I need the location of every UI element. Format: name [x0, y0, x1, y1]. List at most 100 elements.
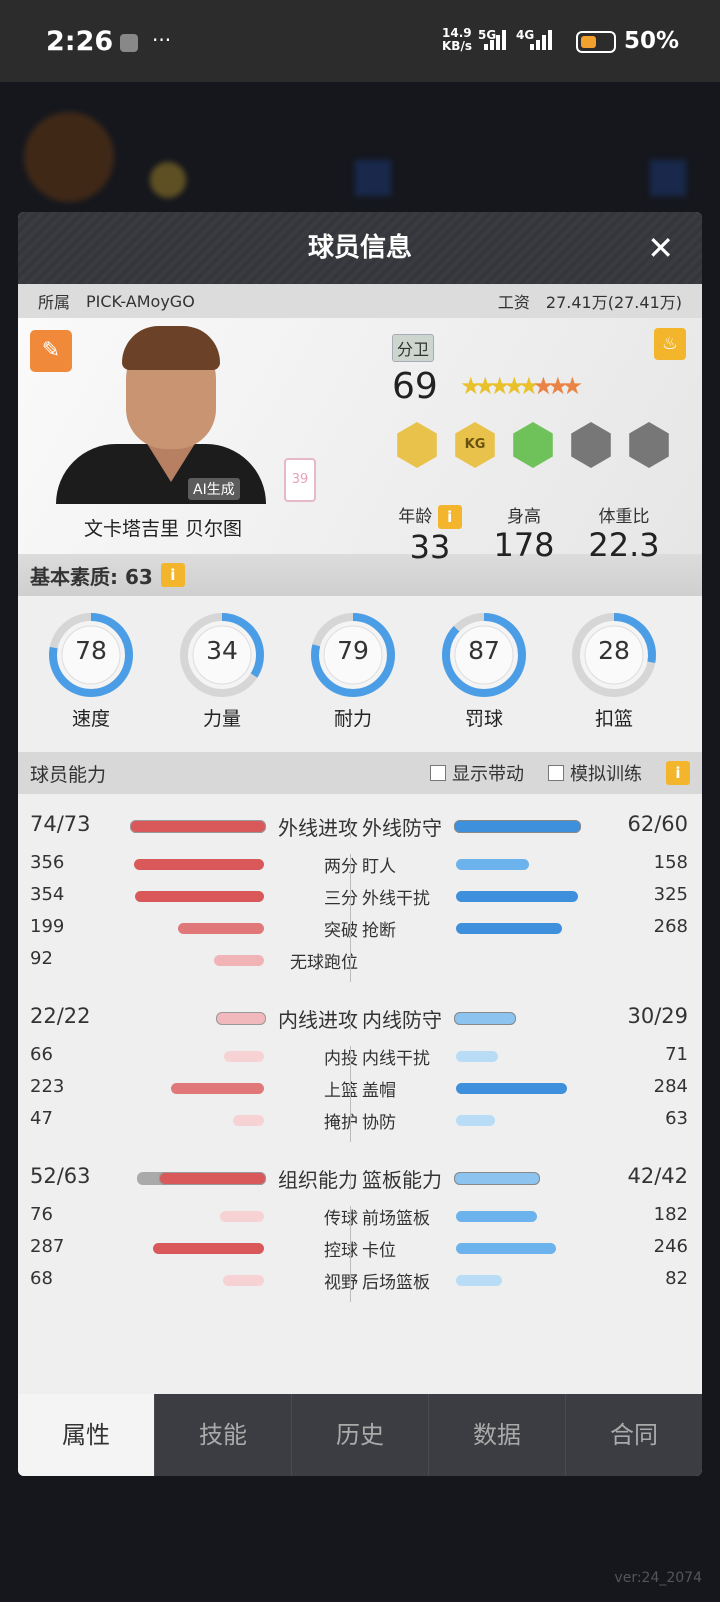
stat-value: 76	[30, 1204, 53, 1225]
sim-training-checkbox[interactable]: 模拟训练	[548, 760, 642, 786]
team-name: PICK-AMoyGO	[86, 291, 195, 311]
basic-quality-label: 基本素质: 63	[30, 564, 153, 589]
show-bonus-checkbox[interactable]: 显示带动	[430, 760, 524, 786]
main-label: 外线进攻	[278, 816, 358, 840]
stat-bar	[232, 1115, 264, 1126]
stat-label: 内线干扰	[362, 1049, 430, 1069]
star-icon: ★	[489, 372, 510, 400]
tab-0[interactable]: 属性	[18, 1394, 154, 1476]
fire-icon: ♨	[661, 333, 679, 354]
column-divider	[350, 854, 351, 982]
muscle-badge-icon[interactable]	[513, 422, 553, 468]
stat-gauge-2: 79 耐力	[308, 610, 398, 731]
stat-value: 287	[30, 1236, 65, 1257]
stat-label: 前场篮板	[362, 1209, 430, 1229]
stat-value: 82	[665, 1268, 688, 1289]
stat-value: 356	[30, 852, 65, 873]
status-bar: 2:26 ··· 14.9 KB/s 5G 4G 50%	[0, 0, 720, 82]
empty-badge-icon[interactable]	[571, 422, 611, 468]
gauge-label: 扣篮	[594, 708, 633, 730]
silhouette-badge-icon[interactable]	[397, 422, 437, 468]
ability-label: 球员能力	[30, 763, 107, 786]
stat-value: 246	[653, 1236, 688, 1257]
edit-player-button[interactable]: ✎	[30, 330, 72, 372]
ability-main-row: 52/63 组织能力 篮板能力 42/42	[18, 1156, 702, 1200]
dialog-header: 球员信息 ✕	[18, 212, 702, 284]
ability-row: 66 内投 内线干扰 71	[18, 1040, 702, 1072]
empty-badge-icon[interactable]	[629, 422, 669, 468]
tab-1[interactable]: 技能	[154, 1394, 291, 1476]
stat-label: 盯人	[362, 857, 396, 877]
position-badge: 分卫	[392, 334, 435, 362]
close-button[interactable]: ✕	[647, 229, 674, 267]
ability-row: 47 掩护 协防 63	[18, 1104, 702, 1136]
ability-group: 22/22 内线进攻 内线防守 30/29 66 内投 内线干扰 71 223 上篮 盖帽 284 47…	[18, 996, 702, 1142]
signal-4g-icon	[530, 30, 552, 50]
player-name: 文卡塔吉里 贝尔图	[83, 518, 243, 540]
kg-badge-icon[interactable]: KG	[455, 422, 495, 468]
main-value: 30/29	[627, 1004, 688, 1028]
stat-value: 325	[653, 884, 688, 905]
height-stat: 身高 178	[484, 502, 564, 563]
show-bonus-label: 显示带动	[452, 764, 524, 785]
tab-4[interactable]: 合同	[565, 1394, 702, 1476]
stat-label: 外线干扰	[362, 889, 430, 909]
badge-list: KG	[394, 422, 672, 468]
main-label: 内线防守	[362, 1008, 442, 1032]
ability-header: 球员能力 显示带动 模拟训练 i	[18, 752, 702, 794]
ability-info-button[interactable]: i	[666, 761, 690, 785]
stat-value: 63	[665, 1108, 688, 1129]
gauge-label: 罚球	[464, 708, 503, 730]
checkbox-icon	[548, 765, 564, 781]
ability-main-row: 74/73 外线进攻 外线防守 62/60	[18, 804, 702, 848]
signal-5g-icon	[484, 30, 506, 50]
gauge-ring	[49, 613, 133, 697]
stat-value: 223	[30, 1076, 65, 1097]
sim-training-label: 模拟训练	[570, 764, 642, 785]
star-icon: ★	[503, 372, 525, 400]
stat-value: 66	[30, 1044, 53, 1065]
stat-bar	[456, 1243, 556, 1254]
gauge-ring	[311, 613, 395, 697]
signal-5g-label: 5G	[478, 28, 497, 42]
stat-value: 199	[30, 916, 65, 937]
tab-bar: 属性 技能 历史 数据 合同	[18, 1394, 702, 1476]
star-rating: ★★★★★★★★	[460, 372, 583, 400]
stat-label: 上篮	[324, 1081, 358, 1101]
speed-unit: KB/s	[442, 39, 472, 53]
gauge-value: 78	[75, 636, 107, 665]
age-value: 33	[409, 528, 451, 566]
star-icon: ★	[561, 372, 583, 400]
main-label: 篮板能力	[362, 1168, 442, 1192]
main-value: 52/63	[30, 1164, 91, 1188]
basic-info-button[interactable]: i	[160, 563, 185, 587]
stat-label: 盖帽	[362, 1081, 396, 1101]
stat-value: 158	[653, 852, 688, 873]
age-info-button[interactable]: i	[437, 505, 462, 529]
user-edit-icon: ✎	[41, 338, 61, 363]
stat-gauge-4: 28 扣篮	[569, 610, 659, 731]
battery-icon	[576, 31, 616, 53]
version-label: ver:24_2074	[614, 1570, 702, 1586]
tab-2[interactable]: 历史	[291, 1394, 428, 1476]
stat-gauge-1: 34 力量	[177, 610, 267, 731]
gauge-ring	[442, 613, 526, 697]
gauge-label: 力量	[202, 708, 241, 730]
main-bar-right	[454, 1012, 516, 1025]
tab-3[interactable]: 数据	[428, 1394, 565, 1476]
stat-bar	[456, 1083, 567, 1094]
main-bar-right	[454, 820, 582, 833]
network-speed: 14.9 KB/s	[442, 27, 472, 53]
more-notifications-icon: ···	[152, 28, 172, 52]
stat-value: 71	[665, 1044, 688, 1065]
stat-label: 掩护	[324, 1113, 358, 1133]
column-divider	[350, 820, 351, 838]
stat-label: 卡位	[362, 1241, 396, 1261]
stat-bar	[456, 1115, 495, 1126]
fire-button[interactable]: ♨	[654, 328, 686, 360]
ai-generated-tag: AI生成	[188, 478, 240, 500]
ability-main-row: 22/22 内线进攻 内线防守 30/29	[18, 996, 702, 1040]
stat-label: 后场篮板	[362, 1273, 430, 1293]
ability-row: 354 三分 外线干扰 325	[18, 880, 702, 912]
ability-row: 92 无球跑位	[18, 944, 702, 976]
